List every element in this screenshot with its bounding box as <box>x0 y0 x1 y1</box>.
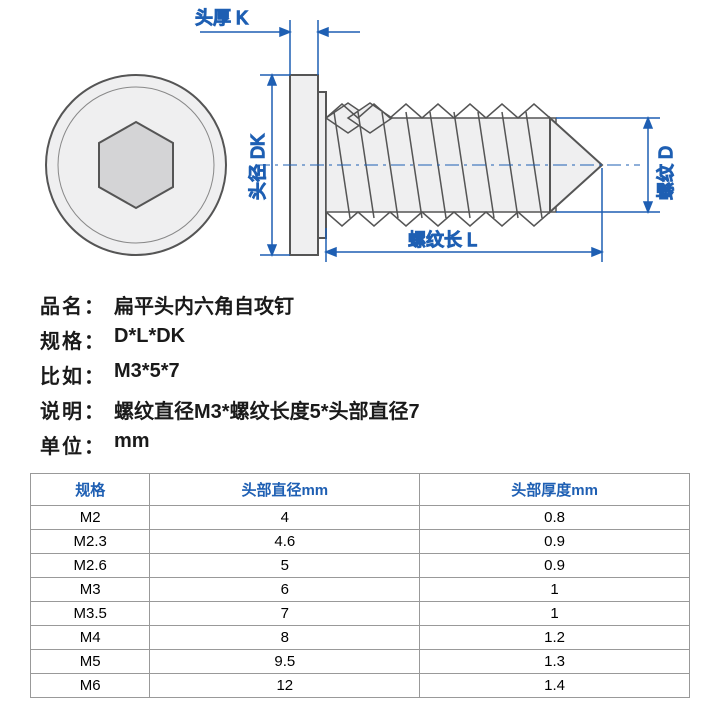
table-cell: M3 <box>31 578 150 602</box>
spec-label: 品名： <box>40 290 114 319</box>
table-row: M361 <box>31 578 690 602</box>
table-row: M2.650.9 <box>31 554 690 578</box>
dimension-table: 规格 头部直径mm 头部厚度mm M240.8M2.34.60.9M2.650.… <box>0 465 720 698</box>
spec-list: 品名： 扁平头内六角自攻钉 规格： D*L*DK 比如： M3*5*7 说明： … <box>0 280 720 459</box>
table-cell: M3.5 <box>31 602 150 626</box>
table-cell: M6 <box>31 674 150 698</box>
table-row: M481.2 <box>31 626 690 650</box>
table-cell: 1.2 <box>420 626 690 650</box>
table-row: M6121.4 <box>31 674 690 698</box>
table-cell: M4 <box>31 626 150 650</box>
spec-label: 单位： <box>40 430 114 459</box>
spec-unit: 单位： mm <box>40 430 680 459</box>
table-row: M3.571 <box>31 602 690 626</box>
dimension-k: 头厚 K <box>195 8 360 75</box>
table-cell: M5 <box>31 650 150 674</box>
table-cell: 12 <box>150 674 420 698</box>
table-cell: M2 <box>31 506 150 530</box>
spec-label: 说明： <box>40 395 114 424</box>
table-cell: 4.6 <box>150 530 420 554</box>
table-cell: 1.4 <box>420 674 690 698</box>
spec-label: 比如： <box>40 360 114 389</box>
spec-value: 扁平头内六角自攻钉 <box>114 290 294 319</box>
svg-text:头厚 K: 头厚 K <box>195 8 248 28</box>
table-cell: 4 <box>150 506 420 530</box>
table-cell: 0.9 <box>420 554 690 578</box>
table-cell: 7 <box>150 602 420 626</box>
screw-side-view <box>256 75 640 255</box>
spec-value: mm <box>114 430 150 459</box>
spec-explain: 说明： 螺纹直径M3*螺纹长度5*头部直径7 <box>40 395 680 424</box>
table-cell: M2.3 <box>31 530 150 554</box>
screw-diagram: 头厚 K 头径 DK 螺纹长 L 螺纹 D <box>0 0 720 280</box>
table-row: M240.8 <box>31 506 690 530</box>
spec-example: 比如： M3*5*7 <box>40 360 680 389</box>
table-cell: 0.9 <box>420 530 690 554</box>
table-cell: M2.6 <box>31 554 150 578</box>
table-cell: 1 <box>420 602 690 626</box>
table-cell: 1.3 <box>420 650 690 674</box>
table-cell: 6 <box>150 578 420 602</box>
head-top-view <box>46 75 226 255</box>
col-head-thk: 头部厚度mm <box>420 474 690 506</box>
spec-value: M3*5*7 <box>114 360 180 389</box>
svg-text:螺纹 D: 螺纹 D <box>656 146 676 200</box>
table-header-row: 规格 头部直径mm 头部厚度mm <box>31 474 690 506</box>
svg-text:螺纹长 L: 螺纹长 L <box>408 230 477 250</box>
table-cell: 8 <box>150 626 420 650</box>
table-row: M2.34.60.9 <box>31 530 690 554</box>
table-row: M59.51.3 <box>31 650 690 674</box>
table-cell: 0.8 <box>420 506 690 530</box>
col-head-dia: 头部直径mm <box>150 474 420 506</box>
spec-label: 规格： <box>40 325 114 354</box>
table-cell: 1 <box>420 578 690 602</box>
spec-format: 规格： D*L*DK <box>40 325 680 354</box>
spec-value: 螺纹直径M3*螺纹长度5*头部直径7 <box>114 395 420 424</box>
table-cell: 5 <box>150 554 420 578</box>
spec-name: 品名： 扁平头内六角自攻钉 <box>40 290 680 319</box>
spec-value: D*L*DK <box>114 325 185 354</box>
svg-text:头径 DK: 头径 DK <box>248 134 268 200</box>
col-spec: 规格 <box>31 474 150 506</box>
table-cell: 9.5 <box>150 650 420 674</box>
